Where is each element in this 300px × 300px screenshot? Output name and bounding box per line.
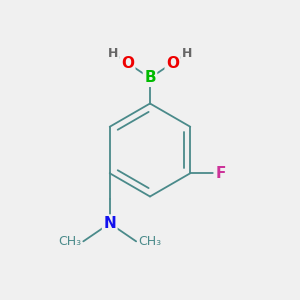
Text: O: O — [166, 56, 179, 70]
Text: CH₃: CH₃ — [58, 235, 81, 248]
Text: H: H — [108, 46, 118, 60]
Text: O: O — [121, 56, 134, 70]
Text: F: F — [215, 166, 226, 181]
Text: B: B — [144, 70, 156, 86]
Text: CH₃: CH₃ — [139, 235, 162, 248]
Text: N: N — [103, 216, 116, 231]
Text: H: H — [182, 46, 192, 60]
